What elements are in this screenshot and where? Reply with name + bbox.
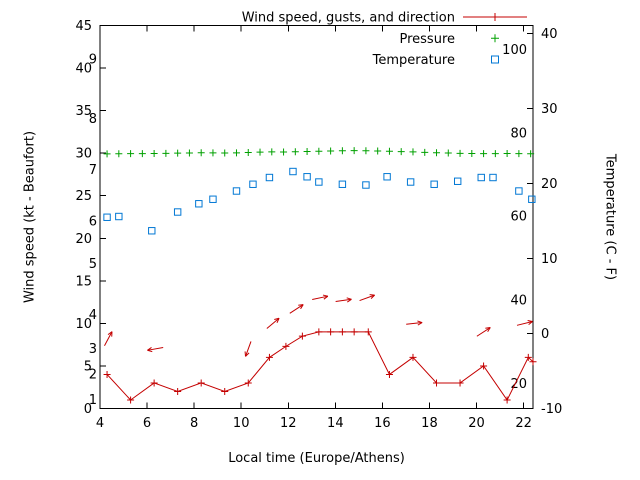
legend: Wind speed, gusts, and direction Pressure…	[242, 11, 527, 68]
svg-text:4: 4	[89, 308, 97, 323]
fahrenheit-scale-labels: 20 40 60 80 100	[502, 43, 527, 392]
svg-text:40: 40	[75, 62, 92, 77]
svg-text:0: 0	[84, 402, 92, 417]
svg-text:35: 35	[75, 104, 92, 119]
svg-text:20: 20	[468, 416, 485, 431]
svg-text:12: 12	[280, 416, 297, 431]
svg-text:22: 22	[515, 416, 532, 431]
svg-text:16: 16	[374, 416, 391, 431]
svg-text:80: 80	[510, 126, 527, 141]
series-temperature	[103, 167, 536, 235]
x-axis-title: Local time (Europe/Athens)	[228, 451, 405, 466]
svg-text:Temperature: Temperature	[372, 53, 455, 68]
svg-text:8: 8	[190, 416, 198, 431]
y-axis-left-title: Wind speed (kt - Beaufort)	[22, 130, 38, 304]
svg-text:1: 1	[89, 393, 97, 408]
svg-text:20: 20	[541, 177, 558, 192]
gust-direction-arrows	[104, 294, 533, 357]
svg-text:2: 2	[89, 367, 97, 382]
svg-text:Pressure: Pressure	[399, 32, 455, 47]
svg-text:100: 100	[502, 43, 527, 58]
svg-text:5: 5	[89, 257, 97, 272]
svg-text:25: 25	[75, 189, 92, 204]
series-pressure	[103, 147, 535, 158]
y-axis-right: -10 0 10 20 30 40	[527, 27, 562, 417]
svg-text:6: 6	[143, 416, 151, 431]
svg-text:20: 20	[75, 232, 92, 247]
svg-text:45: 45	[75, 19, 92, 34]
svg-text:7: 7	[89, 163, 97, 178]
plot-border	[99, 25, 534, 409]
svg-text:9: 9	[89, 53, 97, 68]
svg-text:5: 5	[84, 359, 92, 374]
svg-text:15: 15	[75, 274, 92, 289]
svg-text:30: 30	[75, 147, 92, 162]
svg-text:-10: -10	[541, 402, 562, 417]
y-axis-right-title: Temperature (C - F)	[602, 153, 618, 281]
svg-text:20: 20	[510, 377, 527, 392]
svg-text:10: 10	[233, 416, 250, 431]
svg-text:10: 10	[541, 252, 558, 267]
svg-text:60: 60	[510, 210, 527, 225]
svg-text:8: 8	[89, 112, 97, 127]
svg-text:4: 4	[96, 416, 104, 431]
series-wind	[103, 328, 537, 404]
svg-text:40: 40	[541, 27, 558, 42]
svg-text:Wind speed, gusts, and directi: Wind speed, gusts, and direction	[242, 11, 455, 26]
svg-text:40: 40	[510, 294, 527, 309]
svg-text:3: 3	[89, 342, 97, 357]
svg-text:10: 10	[75, 317, 92, 332]
svg-text:30: 30	[541, 102, 558, 117]
beaufort-scale-labels: 1 2 3 4 5 6 7 8 9	[89, 53, 97, 408]
svg-text:18: 18	[421, 416, 438, 431]
svg-text:14: 14	[327, 416, 344, 431]
x-axis: 4 6 8 10 12 14 16 18 20 22	[96, 25, 532, 431]
svg-text:6: 6	[89, 214, 97, 229]
svg-text:0: 0	[541, 327, 549, 342]
